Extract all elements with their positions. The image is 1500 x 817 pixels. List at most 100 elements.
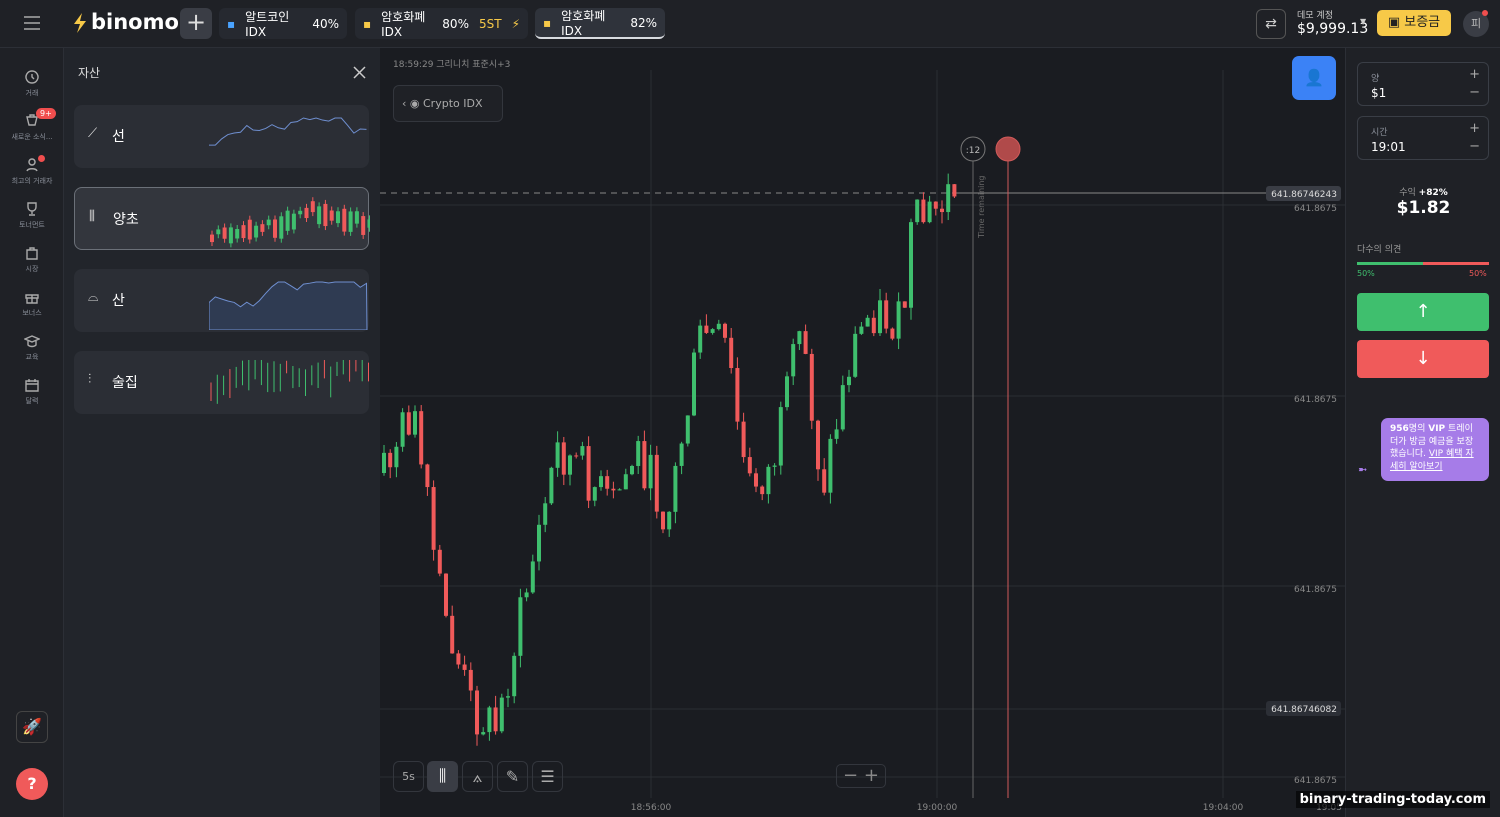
close-icon[interactable] xyxy=(353,66,366,79)
price-chart: :12 Time remaining 641.86746243 641.8675 641… xyxy=(380,70,1345,813)
sidebar-item[interactable]: 교육 xyxy=(0,333,64,362)
asset-selector[interactable]: ‹ ◉ Crypto IDX xyxy=(393,85,503,122)
sidebar-item[interactable]: 새로운 소식... xyxy=(0,113,64,142)
chart-type-preview xyxy=(210,197,370,248)
chart-type-label: 양초 xyxy=(113,212,139,228)
preview-candle xyxy=(216,229,221,235)
preview-candle xyxy=(273,219,277,238)
price-label: 641.8675 xyxy=(1294,776,1337,786)
amount-label: 양 xyxy=(1371,74,1380,84)
candle xyxy=(766,466,771,495)
switch-account[interactable]: ⇄ xyxy=(1256,9,1286,39)
add-tab[interactable]: + xyxy=(180,8,212,39)
preview-candle xyxy=(298,210,303,215)
candle xyxy=(444,573,448,616)
invite-button[interactable]: 👤 xyxy=(1292,56,1336,100)
promo-link[interactable]: VIP 혜택 자세히 알아보기 xyxy=(1390,449,1474,472)
candle xyxy=(518,597,523,656)
icon-shape xyxy=(25,379,39,392)
amount-field[interactable]: 양 $1 + − xyxy=(1357,62,1489,106)
candle xyxy=(673,465,678,512)
candle xyxy=(735,368,740,422)
timer: :12 xyxy=(966,146,980,156)
candle xyxy=(791,344,796,377)
chart-type-card[interactable]: 산 ⌓ xyxy=(74,269,369,332)
candle xyxy=(549,467,554,504)
sidebar-label: 달력 xyxy=(25,397,39,405)
zoom-controls[interactable]: − + xyxy=(836,764,886,788)
sidebar-item[interactable]: 토너먼트 xyxy=(0,201,64,230)
chart-type-button[interactable]: ⫼ xyxy=(427,761,458,792)
candle xyxy=(902,301,907,308)
preview-line xyxy=(209,117,367,146)
opinion-label: 다수의 의견 xyxy=(1357,245,1402,255)
candle xyxy=(803,331,808,354)
up-button[interactable]: ↑ xyxy=(1357,293,1489,331)
balance[interactable]: $9,999.13 xyxy=(1297,21,1369,37)
asset-tab[interactable]: ▪ 알트코인 IDX 40% xyxy=(219,8,347,39)
candle xyxy=(493,707,498,732)
sidebar-item[interactable]: 시장 xyxy=(0,245,64,274)
sidebar-item[interactable]: 보너스 xyxy=(0,289,64,318)
candle xyxy=(636,441,641,466)
asset-tab[interactable]: ▪ 암호화폐 IDX 82% xyxy=(535,8,665,39)
vip-promo[interactable]: 956명의 VIP 트레이더가 방금 예금을 보장했습니다. VIP 혜택 자세… xyxy=(1381,418,1489,481)
candle xyxy=(927,201,932,223)
chart-type-card[interactable]: 술집 ⫶ xyxy=(74,351,369,414)
sidebar-item[interactable]: 거래 xyxy=(0,69,64,98)
candle xyxy=(530,561,535,593)
icon-shape xyxy=(24,335,40,348)
time-field[interactable]: 시간 19:01 + − xyxy=(1357,116,1489,160)
trade-panel: 양 $1 + − 시간 19:01 + − 수익 +82% $1.82 다수의 의견 50%… xyxy=(1345,48,1500,817)
menu-icon[interactable] xyxy=(24,16,40,30)
price-label: 641.86746243 xyxy=(1271,190,1337,200)
chart-type-card[interactable]: 양초 ⫼ xyxy=(74,187,370,250)
tab-name: 알트코인 IDX xyxy=(245,10,290,39)
candle xyxy=(425,464,430,488)
candle xyxy=(952,184,957,197)
price-badge xyxy=(1266,186,1341,201)
preview-candle xyxy=(254,225,259,238)
news-badge: 9+ xyxy=(36,108,56,119)
candle xyxy=(921,199,926,223)
icon-shape xyxy=(25,70,39,84)
candle xyxy=(437,549,442,574)
candle xyxy=(487,707,492,733)
indicators-button[interactable]: ⟑ xyxy=(462,761,493,792)
sidebar-item[interactable]: 최고의 거래자 xyxy=(0,157,64,186)
tab-name: 암호화폐 IDX xyxy=(381,10,426,39)
candle xyxy=(524,592,529,598)
candle xyxy=(797,331,802,345)
candle xyxy=(760,486,765,495)
asset-tab[interactable]: ▪ 암호화폐 IDX 80% 5ST ⚡ xyxy=(355,8,528,39)
rocket-button[interactable]: 🚀 xyxy=(16,711,48,743)
draw-button[interactable]: ✎ xyxy=(497,761,528,792)
candle xyxy=(778,407,783,466)
sidebar-item[interactable]: 달력 xyxy=(0,377,64,406)
sidebar-icon xyxy=(25,294,39,304)
candle xyxy=(475,690,479,735)
icon-shape xyxy=(26,247,38,260)
time-label: 19:04:00 xyxy=(1203,803,1244,813)
candle xyxy=(859,326,864,334)
sidebar-label: 시장 xyxy=(25,265,39,273)
preview-candle xyxy=(348,211,353,232)
chart-area: :12 Time remaining 641.86746243 641.8675 641… xyxy=(380,48,1345,817)
candle xyxy=(716,323,721,330)
down-button[interactable]: ↓ xyxy=(1357,340,1489,378)
candle xyxy=(617,489,622,491)
candle xyxy=(915,199,920,223)
deposit-button[interactable]: ▣ 보증금 xyxy=(1377,10,1451,36)
layout-button[interactable]: ☰ xyxy=(532,761,563,792)
preview-candle xyxy=(361,216,366,235)
interval-button[interactable]: 5s xyxy=(393,761,424,792)
chart-type-card[interactable]: 선 ⟋ xyxy=(74,105,369,168)
amount: $1 xyxy=(1371,86,1387,100)
preview-candle xyxy=(304,207,309,219)
help-button[interactable]: ? xyxy=(16,768,48,800)
sidebar-icon xyxy=(24,335,40,348)
preview-candle xyxy=(266,219,271,226)
candle xyxy=(890,328,895,339)
preview-candle xyxy=(291,213,296,230)
